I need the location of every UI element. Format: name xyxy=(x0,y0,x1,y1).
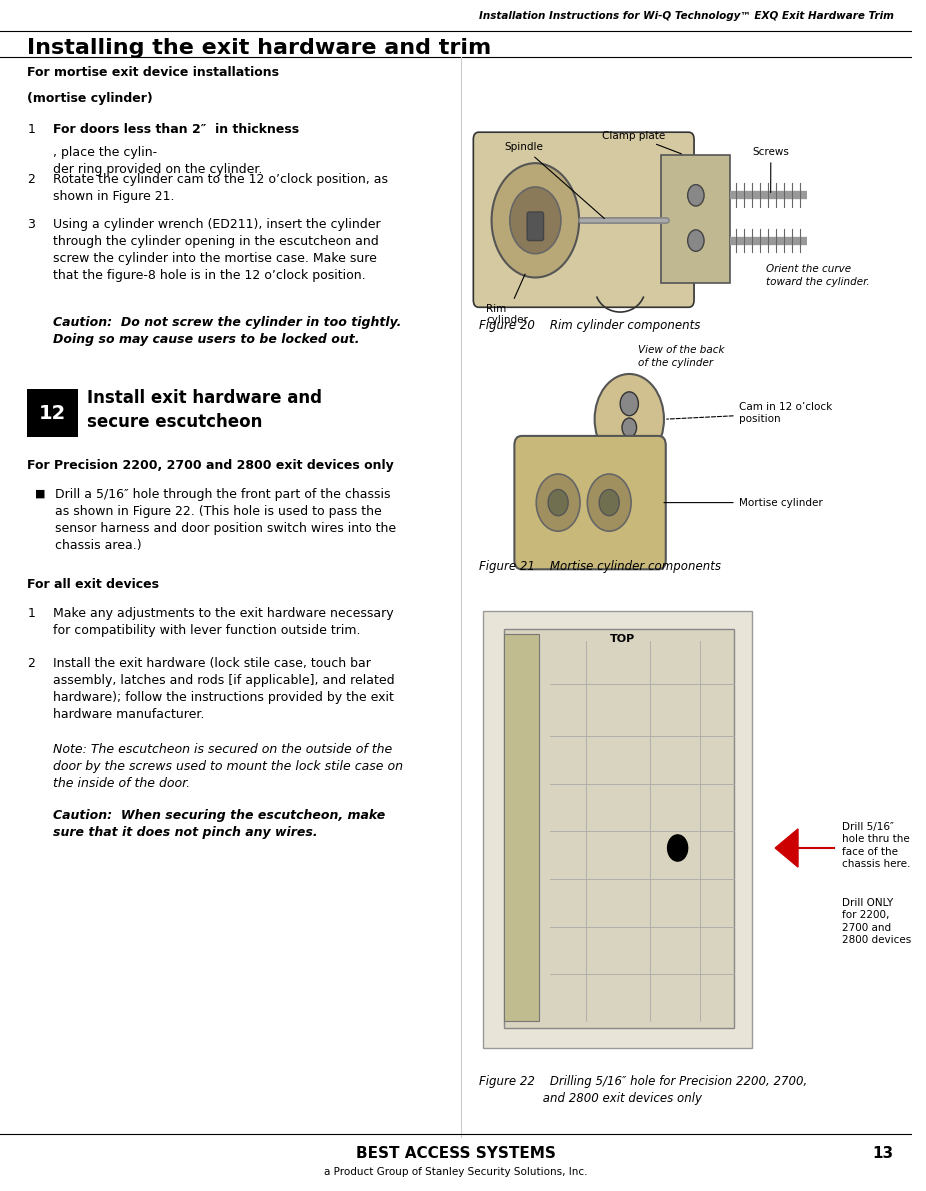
Text: 13: 13 xyxy=(872,1146,894,1161)
Text: , place the cylin-
der ring provided on the cylinder.: , place the cylin- der ring provided on … xyxy=(53,146,262,176)
Text: Screws: Screws xyxy=(753,148,789,193)
FancyBboxPatch shape xyxy=(28,389,78,437)
Text: BEST ACCESS SYSTEMS: BEST ACCESS SYSTEMS xyxy=(357,1146,556,1161)
Text: 3: 3 xyxy=(28,218,35,231)
Text: 2: 2 xyxy=(28,173,35,186)
Circle shape xyxy=(599,490,619,516)
Text: For all exit devices: For all exit devices xyxy=(28,578,159,591)
Circle shape xyxy=(688,185,704,206)
Circle shape xyxy=(492,163,579,278)
Text: Drill 5/16″
hole thru the
face of the
chassis here.: Drill 5/16″ hole thru the face of the ch… xyxy=(842,822,910,869)
FancyBboxPatch shape xyxy=(661,155,730,283)
Text: For doors less than 2″  in thickness: For doors less than 2″ in thickness xyxy=(53,123,299,136)
Circle shape xyxy=(594,374,664,464)
Text: Installation Instructions for Wi-Q Technology™ EXQ Exit Hardware Trim: Installation Instructions for Wi-Q Techn… xyxy=(479,12,894,21)
Text: Installing the exit hardware and trim: Installing the exit hardware and trim xyxy=(28,38,492,58)
Text: Spindle: Spindle xyxy=(505,143,605,218)
Circle shape xyxy=(688,230,704,251)
FancyBboxPatch shape xyxy=(473,132,694,307)
Circle shape xyxy=(622,418,636,437)
Text: 12: 12 xyxy=(39,404,66,423)
Text: Cam in 12 o’clock
position: Cam in 12 o’clock position xyxy=(667,403,832,424)
Text: ■: ■ xyxy=(34,488,45,498)
Text: For mortise exit device installations: For mortise exit device installations xyxy=(28,66,280,79)
Text: Caution:  When securing the escutcheon, make
sure that it does not pinch any wir: Caution: When securing the escutcheon, m… xyxy=(53,809,385,838)
Circle shape xyxy=(510,187,561,254)
Circle shape xyxy=(668,835,688,861)
Circle shape xyxy=(587,474,632,531)
Text: Orient the curve
toward the cylinder.: Orient the curve toward the cylinder. xyxy=(766,264,870,287)
Text: Make any adjustments to the exit hardware necessary
for compatibility with lever: Make any adjustments to the exit hardwar… xyxy=(53,607,394,637)
Text: Drill a 5/16″ hole through the front part of the chassis
as shown in Figure 22. : Drill a 5/16″ hole through the front par… xyxy=(55,488,395,553)
Text: Clamp plate: Clamp plate xyxy=(602,131,682,154)
Circle shape xyxy=(620,392,638,416)
Text: 1: 1 xyxy=(28,607,35,621)
Text: a Product Group of Stanley Security Solutions, Inc.: a Product Group of Stanley Security Solu… xyxy=(324,1167,588,1177)
Text: Rim
cylinder: Rim cylinder xyxy=(486,274,528,325)
Circle shape xyxy=(548,490,569,516)
Text: Figure 20    Rim cylinder components: Figure 20 Rim cylinder components xyxy=(479,319,700,332)
FancyBboxPatch shape xyxy=(514,436,666,569)
Text: Figure 21    Mortise cylinder components: Figure 21 Mortise cylinder components xyxy=(479,560,720,573)
Text: Install the exit hardware (lock stile case, touch bar
assembly, latches and rods: Install the exit hardware (lock stile ca… xyxy=(53,657,394,722)
Text: Caution:  Do not screw the cylinder in too tightly.
Doing so may cause users to : Caution: Do not screw the cylinder in to… xyxy=(53,316,401,345)
Text: (mortise cylinder): (mortise cylinder) xyxy=(28,92,153,105)
Text: Install exit hardware and
secure escutcheon: Install exit hardware and secure escutch… xyxy=(87,389,321,431)
FancyBboxPatch shape xyxy=(483,611,753,1048)
Text: 1: 1 xyxy=(28,123,35,136)
Text: 2: 2 xyxy=(28,657,35,671)
Text: Note: The escutcheon is secured on the outside of the
door by the screws used to: Note: The escutcheon is secured on the o… xyxy=(53,743,403,790)
Text: Mortise cylinder: Mortise cylinder xyxy=(664,498,822,507)
Text: Figure 22    Drilling 5/16″ hole for Precision 2200, 2700,
                 and : Figure 22 Drilling 5/16″ hole for Precis… xyxy=(479,1075,807,1105)
Polygon shape xyxy=(775,829,798,867)
Text: For Precision 2200, 2700 and 2800 exit devices only: For Precision 2200, 2700 and 2800 exit d… xyxy=(28,459,394,472)
Text: View of the back
of the cylinder: View of the back of the cylinder xyxy=(638,345,725,368)
Circle shape xyxy=(536,474,580,531)
FancyBboxPatch shape xyxy=(527,212,544,241)
Text: Drill ONLY
for 2200,
2700 and
2800 devices: Drill ONLY for 2200, 2700 and 2800 devic… xyxy=(842,898,911,946)
Text: Using a cylinder wrench (ED211), insert the cylinder
through the cylinder openin: Using a cylinder wrench (ED211), insert … xyxy=(53,218,381,282)
Text: TOP: TOP xyxy=(610,634,635,643)
FancyBboxPatch shape xyxy=(505,634,539,1021)
Text: Rotate the cylinder cam to the 12 o’clock position, as
shown in Figure 21.: Rotate the cylinder cam to the 12 o’cloc… xyxy=(53,173,388,202)
FancyBboxPatch shape xyxy=(505,629,734,1028)
